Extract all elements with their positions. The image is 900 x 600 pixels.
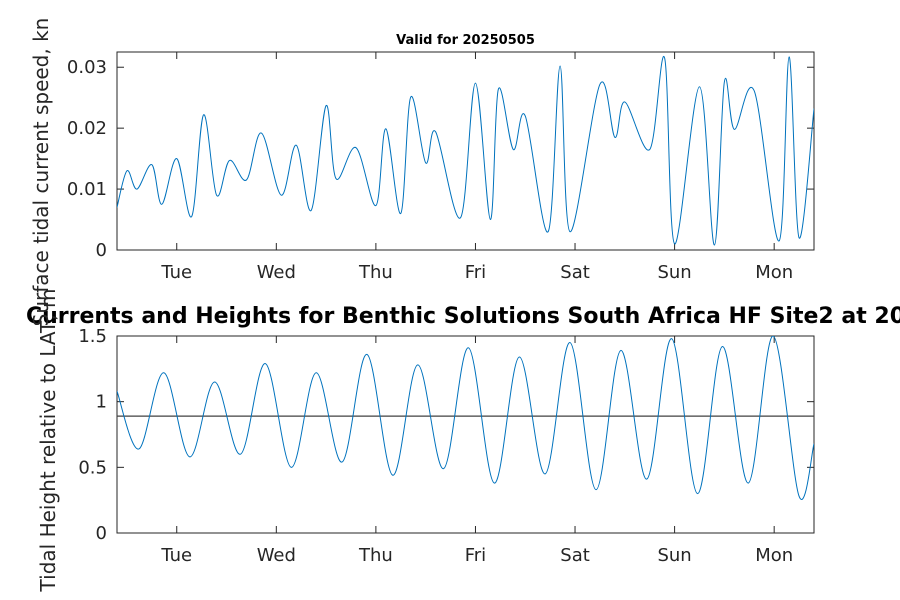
y-tick-label: 0.02 [67,118,107,139]
chart-title: Valid for 20250505 [396,33,535,48]
y-tick-label: 0.01 [67,179,107,200]
x-tick-label: Mon [755,262,793,283]
series-line [117,336,814,500]
x-tick-label: Fri [465,545,486,566]
y-tick-label: 0.5 [78,457,107,478]
axes-frame [116,51,815,251]
chart-2: 0 0.5 1 1.5 Tue Wed Thu Fri Sat Sun Mon Currents an… [26,304,900,566]
y-axis-label: Surface tidal current speed, kn [29,18,53,327]
x-tick-label: Tue [160,262,192,283]
y-axis-label: Tidal Height relative to LAT, m [36,289,60,593]
x-tick-label: Sun [657,262,691,283]
x-tick-label: Sat [560,545,590,566]
x-tick-label: Mon [755,545,793,566]
y-tick-label: 0 [96,240,107,261]
axes-frame [116,335,815,534]
x-tick-label: Wed [257,545,296,566]
y-tick-label: 1.5 [78,326,107,347]
y-tick-label: 0.03 [67,57,107,78]
x-tick-label: Thu [358,262,393,283]
x-tick-label: Fri [465,262,486,283]
x-tick-label: Sun [657,545,691,566]
chart-title: Currents and Heights for Benthic Solutio… [26,304,900,329]
x-tick-label: Thu [358,545,393,566]
x-tick-label: Wed [257,262,296,283]
y-tick-label: 0 [96,523,107,544]
x-tick-label: Sat [560,262,590,283]
series-line [117,55,814,246]
x-tick-label: Tue [160,545,192,566]
chart-1: 0 0.01 0.02 0.03 Tue Wed Thu Fri Sat Sun Mon Valid … [67,33,815,283]
y-tick-label: 1 [96,392,107,413]
